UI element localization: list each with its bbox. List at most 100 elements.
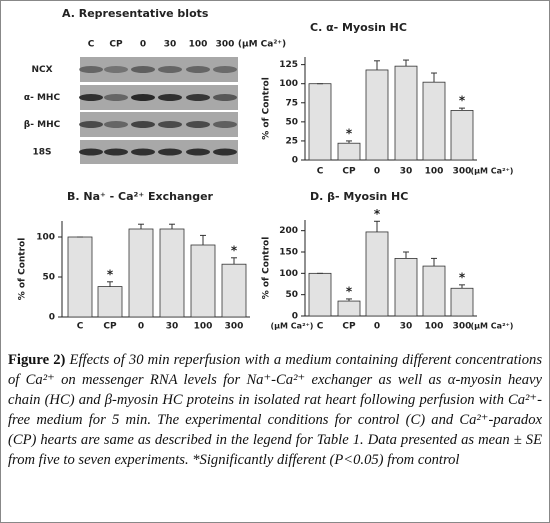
band: [213, 148, 237, 156]
x-tick-label: 100: [425, 322, 444, 332]
y-tick-label: 75: [285, 98, 298, 108]
row-label: α- MHC: [24, 93, 61, 103]
band: [186, 148, 210, 156]
x-tick-label: CP: [103, 322, 117, 332]
x-tick-label: C: [77, 322, 84, 332]
band: [131, 94, 155, 101]
bar: [365, 69, 389, 161]
y-tick-label: 150: [279, 248, 298, 258]
y-axis-label: % of Control: [262, 237, 272, 300]
lane-label: 30: [164, 40, 177, 50]
x-tick-label: C: [317, 167, 324, 177]
lane-label: 100: [189, 40, 208, 50]
y-tick-label: 100: [279, 79, 298, 89]
band: [158, 121, 182, 128]
band: [213, 121, 237, 128]
bar: [221, 263, 247, 318]
lane-unit: (μM Ca²⁺): [238, 40, 286, 50]
bar: [422, 265, 446, 317]
chart-title: B. Na⁺ - Ca²⁺ Exchanger: [67, 190, 214, 203]
chart-title: C. α- Myosin HC: [310, 21, 407, 34]
x-tick-label: 0: [374, 322, 380, 332]
band: [104, 94, 128, 101]
band: [213, 66, 237, 73]
band: [104, 66, 128, 73]
y-tick-label: 125: [279, 60, 298, 70]
x-tick-label: 30: [166, 322, 179, 332]
x-tick-label: 300: [453, 167, 472, 177]
y-tick-label: 50: [285, 290, 298, 300]
x-tick-label: 30: [400, 322, 413, 332]
band: [79, 148, 103, 156]
x-tick-label: C: [317, 322, 324, 332]
y-tick-label: 100: [36, 233, 55, 243]
bar: [190, 244, 216, 318]
significance-marker: *: [459, 270, 466, 284]
row-label: 18S: [32, 148, 51, 158]
y-axis-label: % of Control: [18, 238, 28, 301]
bar: [365, 231, 389, 317]
band: [158, 94, 182, 101]
bar: [128, 228, 154, 318]
chart-title: D. β- Myosin HC: [310, 190, 408, 203]
caption-label: Figure 2): [8, 352, 66, 368]
bar: [67, 236, 93, 318]
row-label: β- MHC: [24, 120, 61, 130]
y-tick-label: 50: [42, 273, 55, 283]
y-tick-label: 25: [285, 136, 298, 146]
bar: [450, 110, 474, 161]
bar: [450, 287, 474, 317]
band: [186, 66, 210, 73]
band: [186, 94, 210, 101]
y-tick-label: 0: [292, 312, 298, 322]
x-tick-label: 300: [225, 322, 244, 332]
y-tick-label: 100: [279, 269, 298, 279]
y-tick-label: 50: [285, 117, 298, 127]
y-tick-label: 0: [49, 313, 55, 323]
bar: [308, 272, 332, 317]
blot-title: A. Representative blots: [62, 7, 209, 20]
band: [186, 121, 210, 128]
y-tick-label: 0: [292, 156, 298, 166]
x-tick-label: CP: [342, 167, 356, 177]
band: [79, 94, 103, 101]
band: [131, 148, 155, 156]
caption: Figure 2) Effects of 30 min reperfusion …: [8, 350, 542, 470]
bar: [337, 142, 361, 161]
bar: [159, 228, 185, 318]
x-tick-label: CP: [342, 322, 356, 332]
significance-marker: *: [231, 243, 238, 257]
bar: [337, 300, 361, 317]
band: [158, 148, 182, 156]
x-tick-label: 0: [138, 322, 144, 332]
bar: [308, 83, 332, 161]
lane-label: C: [88, 40, 95, 50]
x-axis-label: (μM Ca²⁺): [471, 322, 514, 331]
y-tick-label: 200: [279, 226, 298, 236]
bar: [394, 65, 418, 161]
significance-marker: *: [107, 267, 114, 281]
band: [104, 121, 128, 128]
band: [131, 121, 155, 128]
significance-marker: *: [346, 284, 353, 298]
band: [104, 148, 128, 156]
lane-label: 0: [140, 40, 146, 50]
y-axis-label: % of Control: [262, 77, 272, 140]
lane-label: 300: [216, 40, 235, 50]
x-tick-label: 0: [374, 167, 380, 177]
row-label: NCX: [31, 65, 52, 75]
x-tick-label: 300: [453, 322, 472, 332]
significance-marker: *: [346, 126, 353, 140]
band: [79, 66, 103, 73]
bar: [422, 81, 446, 161]
x-axis-label: (μM Ca²⁺): [271, 322, 314, 331]
bar: [394, 257, 418, 317]
x-tick-label: 100: [425, 167, 444, 177]
lane-label: CP: [109, 40, 123, 50]
band: [131, 66, 155, 73]
band: [158, 66, 182, 73]
caption-text: Effects of 30 min reperfusion with a med…: [8, 352, 543, 468]
x-axis-label: (μM Ca²⁺): [471, 167, 514, 176]
